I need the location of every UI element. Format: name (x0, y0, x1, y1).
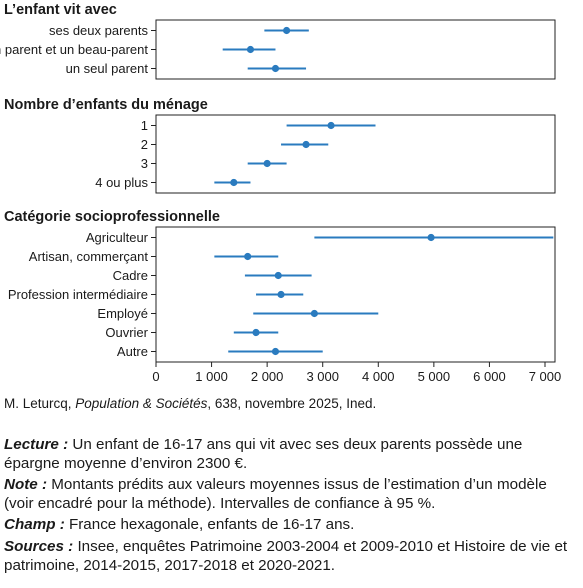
note-label: Note : (4, 476, 48, 494)
source-details: , 638, novembre 2025, Ined. (207, 396, 377, 411)
mean-point (282, 26, 291, 35)
row-label: Profession intermédiaire (8, 287, 148, 302)
x-tick-label: 5 000 (418, 369, 451, 384)
lecture-note: Lecture : Un enfant de 16-17 ans qui vit… (4, 436, 580, 473)
panel-frame (155, 226, 556, 363)
row-label: un seul parent (66, 61, 149, 76)
champ-label: Champ : (4, 516, 65, 534)
x-tick-label: 3 000 (306, 369, 339, 384)
mean-point (277, 290, 285, 299)
forest-plot: L’enfant vit avec ses deux parents un pare… (0, 2, 562, 384)
mean-point (427, 233, 435, 242)
x-tick-label: 7 000 (529, 369, 562, 384)
row-label: Agriculteur (86, 230, 149, 245)
mean-point (244, 252, 252, 261)
mean-point (263, 159, 271, 168)
scope-note: Champ : France hexagonale, enfants de 16… (4, 516, 580, 535)
row-label: Employé (97, 306, 148, 321)
row-label: un parent et un beau-parent (0, 42, 148, 57)
row-label: Ouvrier (105, 325, 148, 340)
x-tick-label: 1 000 (195, 369, 228, 384)
mean-point (252, 328, 260, 337)
mean-point (310, 309, 318, 318)
row-label: 3 (141, 156, 148, 171)
notes-block: Lecture : Un enfant de 16-17 ans qui vit… (4, 436, 580, 578)
mean-point (274, 271, 282, 280)
row-label: 4 ou plus (95, 175, 148, 190)
row-label: ses deux parents (49, 23, 149, 38)
lecture-label: Lecture : (4, 436, 69, 453)
x-tick-label: 0 (152, 369, 159, 384)
panel-frame (155, 19, 556, 80)
section-title: Nombre d’enfants du ménage (4, 97, 208, 113)
sources-note: Sources : Insee, enquêtes Patrimoine 200… (4, 538, 580, 575)
source-publication: Population & Sociétés (75, 396, 208, 411)
sources-text: Insee, enquêtes Patrimoine 2003-2004 et … (4, 537, 568, 574)
champ-text: France hexagonale, enfants de 16-17 ans. (64, 516, 355, 534)
mean-point (271, 347, 280, 356)
mean-point (246, 45, 255, 54)
mean-point (230, 178, 238, 187)
section-title: Catégorie socioprofessionnelle (4, 209, 220, 225)
row-label: Artisan, commerçant (29, 249, 149, 264)
row-label: 2 (141, 137, 148, 152)
lecture-text: Un enfant de 16-17 ans qui vit avec ses … (4, 436, 523, 472)
section-title: L’enfant vit avec (4, 2, 117, 18)
note-text: Montants prédits aux valeurs moyennes is… (4, 476, 547, 512)
row-label: Cadre (113, 268, 148, 283)
source-citation: M. Leturcq, Population & Sociétés, 638, … (4, 396, 376, 411)
method-note: Note : Montants prédits aux valeurs moye… (4, 476, 580, 513)
row-label: 1 (141, 118, 148, 133)
x-tick-label: 6 000 (473, 369, 506, 384)
panel-frame (155, 114, 556, 194)
x-tick-label: 4 000 (362, 369, 395, 384)
row-label: Autre (117, 344, 148, 359)
x-tick-label: 2 000 (251, 369, 284, 384)
source-author: M. Leturcq, (4, 396, 76, 411)
sources-label: Sources : (4, 537, 74, 555)
mean-point (271, 64, 280, 73)
mean-point (302, 140, 310, 149)
mean-point (327, 121, 335, 130)
